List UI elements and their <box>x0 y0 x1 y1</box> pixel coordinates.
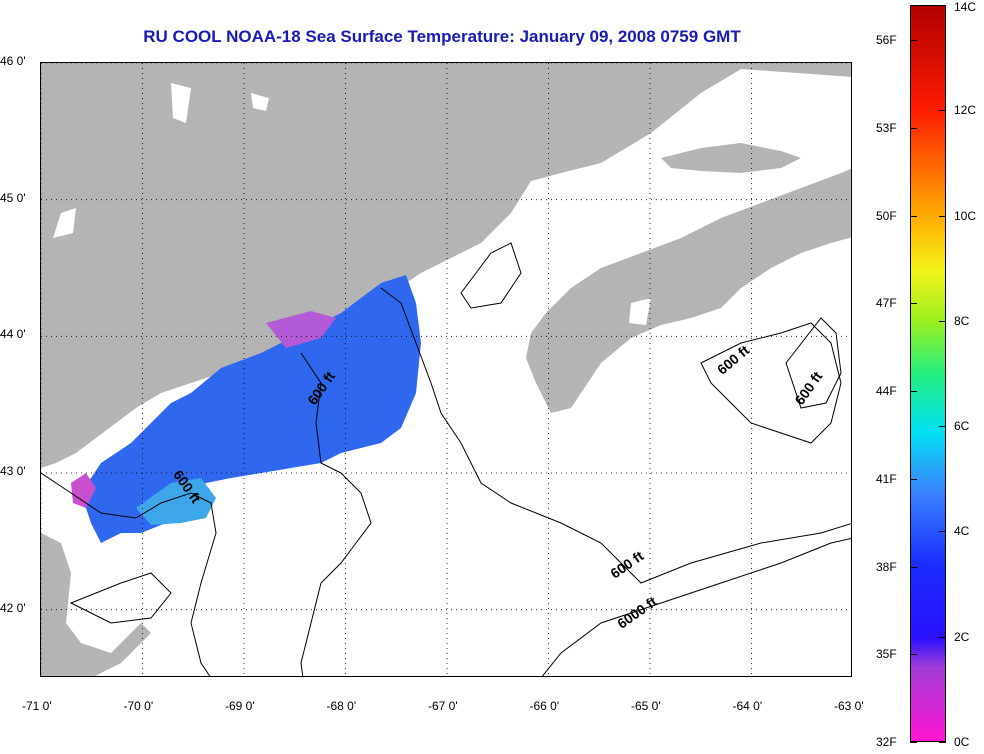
land-maine-newbrunswick <box>41 63 851 468</box>
depth-contour-label: 6000 ft <box>614 593 660 632</box>
colorbar-tick <box>939 215 946 217</box>
colorbar-celsius-label: 8C <box>954 313 970 328</box>
colorbar-fahrenheit-label: 44F <box>876 384 897 399</box>
lon-tick-label: -65 0' <box>631 699 661 713</box>
colorbar-tick <box>939 110 946 112</box>
land-north-strip <box>661 143 801 173</box>
colorbar-celsius-label: 4C <box>954 524 970 539</box>
lat-tick-label: 43 0' <box>0 464 26 478</box>
colorbar-tick <box>910 215 917 217</box>
land-capecod <box>41 533 151 676</box>
colorbar-celsius-label: 0C <box>954 735 970 749</box>
lon-tick-label: -70 0' <box>123 699 154 713</box>
colorbar-celsius-label: 6C <box>954 419 970 434</box>
colorbar-tick <box>939 426 946 428</box>
colorbar-tick <box>910 391 917 393</box>
contour-600ft <box>460 242 522 309</box>
colorbar-fahrenheit-label: 50F <box>876 208 897 223</box>
colorbar-fahrenheit-label: 53F <box>876 120 897 135</box>
colorbar-tick <box>910 478 917 480</box>
contour-6000ft <box>541 537 851 676</box>
sst-magenta-water <box>71 473 96 508</box>
contour-600ft <box>700 322 842 444</box>
lat-tick-label: 46 0' <box>0 54 26 68</box>
colorbar-fahrenheit-label: 47F <box>876 296 897 311</box>
sst-colorbar <box>910 5 946 742</box>
colorbar-tick <box>910 127 917 129</box>
colorbar-tick <box>910 742 917 743</box>
land-nova-scotia <box>526 168 851 413</box>
colorbar-celsius-label: 14C <box>954 0 977 14</box>
lon-tick-label: -67 0' <box>428 699 458 713</box>
lon-tick-label: -63 0' <box>834 699 864 713</box>
colorbar-fahrenheit-label: 41F <box>876 471 897 486</box>
sst-magenta-water <box>266 311 336 348</box>
colorbar-fahrenheit-label: 38F <box>876 559 897 574</box>
colorbar-tick <box>939 531 946 533</box>
lat-tick-label: 44 0' <box>0 327 26 342</box>
colorbar-celsius-label: 12C <box>954 103 977 118</box>
colorbar-tick <box>939 742 946 743</box>
contour-600ft <box>785 317 842 409</box>
contour-600ft <box>300 352 372 676</box>
contour-600ft <box>380 287 851 584</box>
lon-tick-label: -69 0' <box>225 699 255 713</box>
colorbar-tick <box>910 40 917 42</box>
colorbar-celsius-label: 10C <box>954 208 977 223</box>
lon-tick-label: -71 0' <box>22 699 52 713</box>
colorbar-tick <box>910 566 917 568</box>
colorbar-fahrenheit-label: 35F <box>876 647 897 662</box>
sst-cold-water <box>81 275 421 543</box>
depth-contour-label: 600 ft <box>607 547 646 581</box>
lake <box>251 93 269 111</box>
lake <box>171 83 191 123</box>
contour-600ft <box>69 572 172 624</box>
colorbar-tick <box>939 320 946 322</box>
lon-tick-label: -64 0' <box>732 699 763 713</box>
lat-tick-label: 45 0' <box>0 190 26 205</box>
colorbar-fahrenheit-label: 56F <box>876 33 897 48</box>
lat-tick-label: 42 0' <box>0 600 26 615</box>
lon-tick-label: -68 0' <box>326 699 357 713</box>
colorbar-tick <box>939 5 946 6</box>
map-panel[interactable]: 600 ft 600 ft 600 ft 600 ft 600 ft 6000 ft <box>40 62 852 677</box>
colorbar-celsius-label: 2C <box>954 629 970 644</box>
colorbar-tick <box>939 636 946 638</box>
contour-600ft <box>41 472 217 676</box>
lon-tick-label: -66 0' <box>529 699 560 713</box>
lake <box>629 298 651 325</box>
colorbar-tick <box>910 654 917 656</box>
lake <box>53 208 76 238</box>
sst-cyan-water <box>136 478 216 525</box>
depth-contour-label: 600 ft <box>791 368 825 407</box>
map-title: RU COOL NOAA-18 Sea Surface Temperature:… <box>143 27 741 46</box>
colorbar-tick <box>910 303 917 305</box>
colorbar-fahrenheit-label: 32F <box>876 735 897 749</box>
